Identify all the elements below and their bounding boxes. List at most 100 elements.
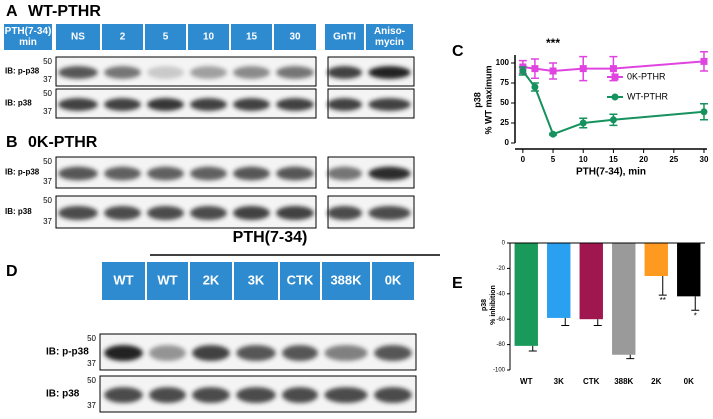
blot xyxy=(55,195,317,229)
lane-header-text: 0K xyxy=(385,272,402,287)
x-tick-label: 10 xyxy=(579,155,588,164)
blot xyxy=(55,88,317,119)
x-tick-label: 2K xyxy=(651,377,661,386)
y-tick-label: -20 xyxy=(496,266,505,272)
lane-header-text: 3K xyxy=(248,272,265,287)
lane-header xyxy=(102,24,143,50)
y-tick-label: 25 xyxy=(500,118,509,127)
band xyxy=(104,345,143,361)
y-tick-label: 75 xyxy=(500,78,509,87)
y-tick-label: 100 xyxy=(496,58,510,67)
row-label: IB: p38 xyxy=(5,99,32,108)
band xyxy=(192,387,230,403)
legend-label: 0K-PTHR xyxy=(627,71,666,81)
blot xyxy=(55,56,317,87)
lane-header xyxy=(366,24,413,50)
band xyxy=(104,166,141,181)
row-label: IB: p-p38 xyxy=(5,67,40,76)
point xyxy=(579,119,587,127)
mw-marker: 37 xyxy=(43,217,52,226)
band xyxy=(276,205,314,221)
y-tick-label: -100 xyxy=(493,368,506,374)
band xyxy=(190,166,227,181)
band xyxy=(104,205,141,221)
band xyxy=(233,66,270,79)
bar xyxy=(644,243,668,277)
lane-header-text: 15 xyxy=(246,32,258,43)
point xyxy=(519,67,527,75)
band xyxy=(149,345,186,361)
mw-marker: 50 xyxy=(87,334,96,343)
band xyxy=(58,166,98,181)
band xyxy=(282,387,318,403)
mw-marker: 37 xyxy=(87,401,96,410)
lane-header-text: 5 xyxy=(163,32,169,43)
point xyxy=(579,65,587,73)
band xyxy=(190,66,227,79)
band xyxy=(276,98,314,111)
lane-header xyxy=(188,24,229,50)
lane-header-text: 2K xyxy=(203,272,220,287)
point xyxy=(609,65,617,73)
lane-header xyxy=(147,262,188,300)
panel-label: D xyxy=(6,263,18,280)
band xyxy=(190,98,227,111)
band xyxy=(368,166,411,181)
row-label: IB: p-p38 xyxy=(5,168,40,177)
y-axis-label: p38 xyxy=(481,299,488,311)
lane-header xyxy=(325,24,364,50)
y-axis-label: p38 xyxy=(472,92,482,108)
x-tick-label: 0 xyxy=(521,155,526,164)
y-axis-label: % inhibition xyxy=(490,285,497,325)
error-bar xyxy=(528,345,537,352)
lane-header xyxy=(322,262,370,300)
band xyxy=(282,345,318,361)
row-label: IB: p-p38 xyxy=(46,347,89,358)
mw-marker: 37 xyxy=(43,75,52,84)
point xyxy=(549,67,557,75)
significance: ** xyxy=(660,296,666,305)
band xyxy=(374,345,412,361)
mw-marker: 37 xyxy=(87,359,96,368)
error-bar xyxy=(593,319,602,327)
band xyxy=(233,98,270,111)
band xyxy=(326,166,363,181)
lane-header xyxy=(190,262,232,300)
band xyxy=(368,66,411,79)
lane-header-text: NS xyxy=(71,32,85,43)
lane-header-text: PTH(7-34) xyxy=(5,26,52,37)
group-label: PTH(7-34) xyxy=(233,229,308,246)
error-bar xyxy=(626,354,635,360)
y-tick-label: 0 xyxy=(505,138,510,147)
lane-header-text: mycin xyxy=(375,37,404,48)
band xyxy=(233,205,270,221)
band xyxy=(236,387,276,403)
panel-label: A xyxy=(6,3,18,20)
x-tick-label: 25 xyxy=(669,155,678,164)
lane-header-text: 388K xyxy=(330,272,362,287)
point xyxy=(700,108,708,116)
band xyxy=(324,387,368,403)
point xyxy=(549,130,557,138)
x-tick-label: 0K xyxy=(684,377,694,386)
point xyxy=(531,65,539,73)
x-tick-label: WT xyxy=(520,377,533,386)
blot xyxy=(55,156,317,189)
lane-header-text: 2 xyxy=(120,32,126,43)
x-tick-label: 15 xyxy=(609,155,618,164)
band xyxy=(326,98,363,111)
lane-header xyxy=(231,24,272,50)
lane-header-text: CTK xyxy=(287,272,314,287)
band xyxy=(104,387,143,403)
band xyxy=(374,387,412,403)
mw-marker: 50 xyxy=(43,89,52,98)
lane-header-text: Aniso- xyxy=(374,26,405,37)
band xyxy=(104,98,141,111)
x-tick-label: 388K xyxy=(614,377,633,386)
lane-header xyxy=(234,262,278,300)
band xyxy=(147,205,184,221)
lane-header-text: min xyxy=(19,37,37,48)
mw-marker: 37 xyxy=(43,177,52,186)
x-tick-label: CTK xyxy=(583,377,600,386)
